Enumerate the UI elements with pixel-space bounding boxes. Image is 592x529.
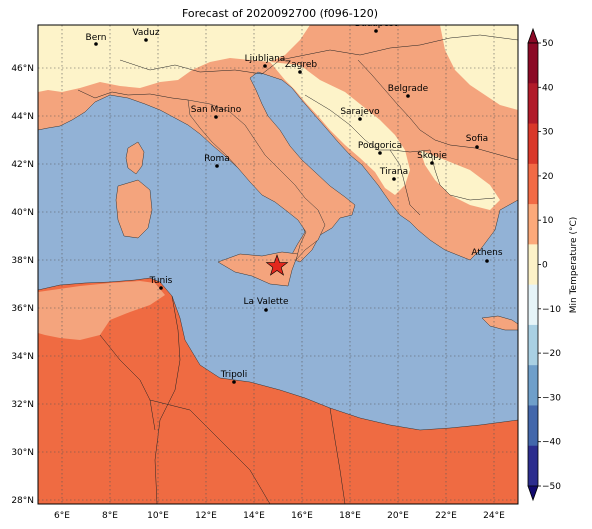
colorbar-tick-label: 40: [542, 83, 554, 93]
city-label-sofia: Sofia: [466, 134, 488, 144]
city-dot-athens: [485, 259, 489, 263]
x-tick-label: 16°E: [291, 511, 313, 521]
x-tick-label: 10°E: [147, 511, 169, 521]
colorbar-block: [528, 204, 538, 245]
colorbar-block: [528, 445, 538, 487]
city-label-tunis: Tunis: [149, 276, 173, 286]
land-mild-north: [38, 25, 310, 92]
map-area: Bern Vaduz Budapest Ljubljana Zagreb Bel…: [38, 19, 518, 504]
land-europe: [38, 25, 518, 263]
city-dot-podgorica: [378, 151, 382, 155]
land-mild-greece: [420, 150, 500, 210]
city-label-sarajevo: Sarajevo: [340, 107, 380, 117]
colorbar: 50 40 30 20 10 0 −10 −20 −30 −40 −50 Min Temperatu…: [527, 27, 579, 502]
country-borders: [77, 34, 518, 504]
city-markers: Bern Vaduz Budapest Ljubljana Zagreb Bel…: [86, 19, 503, 384]
colorbar-tick-label: 0: [542, 261, 548, 271]
colorbar-block: [528, 405, 538, 447]
colorbar-tick-label: 30: [542, 128, 554, 138]
y-tick-label: 28°N: [11, 496, 34, 506]
city-label-ljubljana: Ljubljana: [245, 54, 286, 64]
y-tick-label: 32°N: [11, 400, 34, 410]
city-label-vaduz: Vaduz: [132, 28, 159, 38]
colorbar-extend-bottom: [527, 485, 539, 502]
city-dot-tunis: [159, 286, 163, 290]
land-africa-warm: [38, 281, 165, 340]
x-tick-label: 12°E: [195, 511, 217, 521]
x-tick-label: 14°E: [243, 511, 265, 521]
map-frame: [37, 24, 519, 505]
colorbar-tick-label: −10: [542, 305, 561, 315]
city-dot-skopje: [430, 161, 434, 165]
city-dot-ljubljana: [263, 64, 267, 68]
y-tick-label: 44°N: [11, 112, 34, 122]
x-tick-label: 22°E: [435, 511, 457, 521]
colorbar-tick-label: 10: [542, 216, 554, 226]
city-label-roma: Roma: [204, 154, 230, 164]
location-star-marker: [265, 254, 289, 276]
city-label-belgrade: Belgrade: [388, 84, 429, 94]
city-dot-san-marino: [214, 115, 218, 119]
city-label-bern: Bern: [86, 33, 107, 43]
city-dot-la-valette: [264, 308, 268, 312]
colorbar-block: [528, 43, 538, 84]
colorbar-tick-label: 20: [542, 172, 554, 182]
y-tick-label: 46°N: [11, 64, 34, 74]
city-dot-zagreb: [298, 70, 302, 74]
colorbar-block: [528, 284, 538, 326]
colorbar-ticks: 50 40 30 20 10 0 −10 −20 −30 −40 −50: [538, 39, 561, 492]
colorbar-block: [528, 324, 538, 366]
colorbar-extend-top: [527, 27, 539, 44]
city-dot-tirana: [392, 177, 396, 181]
city-label-la-valette: La Valette: [244, 297, 289, 307]
colorbar-label: Min Temperature (°C): [569, 217, 579, 314]
city-dot-vaduz: [144, 38, 148, 42]
colorbar-tick-label: −20: [542, 349, 561, 359]
city-dot-sofia: [475, 145, 479, 149]
colorbar-block: [528, 163, 538, 205]
y-tick-label: 40°N: [11, 208, 34, 218]
colorbar-tick-label: 50: [542, 39, 554, 49]
city-dot-budapest: [374, 29, 378, 33]
city-label-budapest: Budapest: [355, 19, 398, 29]
city-dot-roma: [215, 164, 219, 168]
city-dot-tripoli: [232, 380, 236, 384]
colorbar-tick-label: −40: [542, 438, 561, 448]
y-tick-label: 34°N: [11, 352, 34, 362]
city-label-tirana: Tirana: [379, 167, 408, 177]
y-tick-label: 38°N: [11, 256, 34, 266]
land-sardinia: [115, 179, 153, 239]
land-mild-east: [440, 25, 518, 110]
city-label-tripoli: Tripoli: [220, 370, 248, 380]
x-tick-label: 6°E: [54, 511, 70, 521]
city-label-zagreb: Zagreb: [285, 60, 317, 70]
city-label-san-marino: San Marino: [191, 105, 242, 115]
city-label-athens: Athens: [471, 248, 502, 258]
colorbar-block: [528, 365, 538, 406]
city-label-skopje: Skopje: [417, 151, 447, 161]
city-dot-belgrade: [406, 94, 410, 98]
x-tick-label: 20°E: [387, 511, 409, 521]
city-label-podgorica: Podgorica: [358, 141, 402, 151]
colorbar-tick-label: −50: [542, 482, 561, 492]
y-tick-label: 36°N: [11, 304, 34, 314]
y-axis: 46°N 44°N 42°N 40°N 38°N 36°N 34°N 32°N …: [11, 64, 34, 506]
x-tick-label: 24°E: [483, 511, 505, 521]
x-tick-label: 8°E: [102, 511, 118, 521]
city-dot-sarajevo: [358, 117, 362, 121]
x-tick-label: 18°E: [339, 511, 361, 521]
x-axis: 6°E 8°E 10°E 12°E 14°E 16°E 18°E 20°E 22…: [54, 511, 505, 521]
colorbar-blocks: [527, 27, 539, 502]
colorbar-block: [528, 83, 538, 125]
land-crete: [481, 315, 518, 331]
colorbar-block: [528, 244, 538, 286]
map-title: Forecast of 2020092700 (f096-120): [182, 7, 378, 20]
city-dot-bern: [94, 42, 98, 46]
colorbar-block: [528, 123, 538, 165]
land-corsica: [125, 141, 145, 175]
colorbar-tick-label: −30: [542, 393, 561, 403]
y-tick-label: 30°N: [11, 448, 34, 458]
y-tick-label: 42°N: [11, 160, 34, 170]
